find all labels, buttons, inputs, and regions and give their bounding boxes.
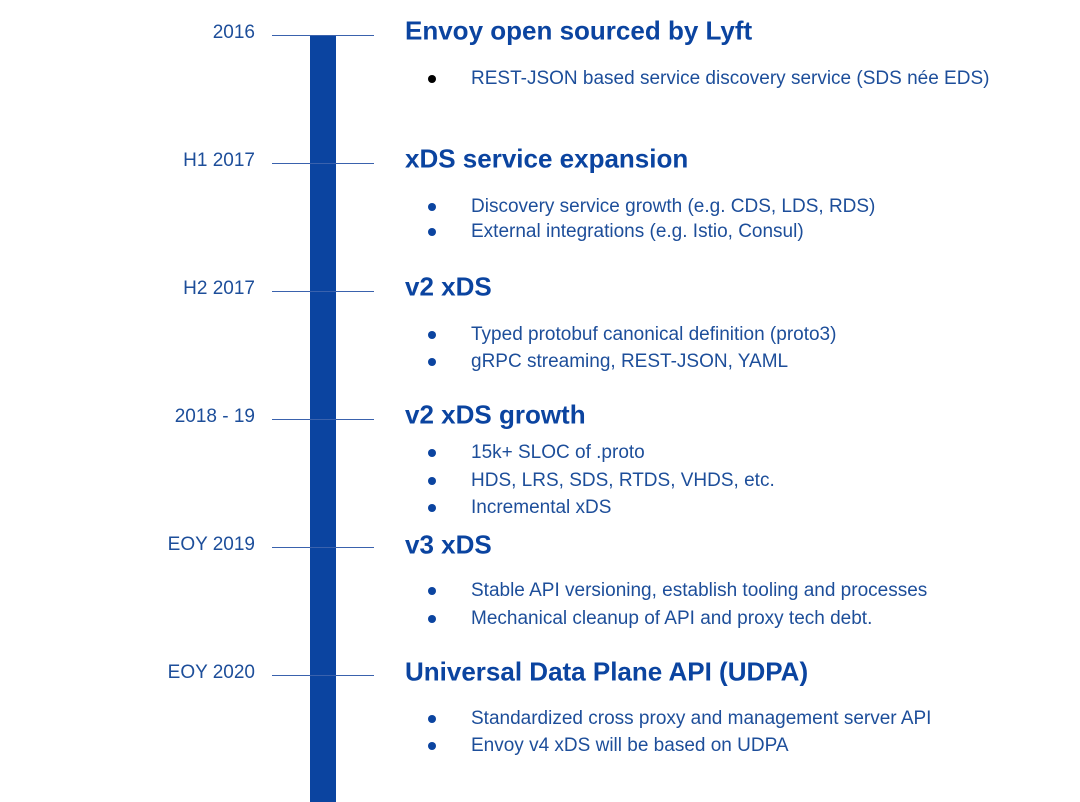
milestone-bullet-item: HDS, LRS, SDS, RTDS, VHDS, etc. — [428, 470, 775, 492]
milestone-bullet-item: Incremental xDS — [428, 497, 611, 519]
milestone-bullet-item: Standardized cross proxy and management … — [428, 708, 931, 730]
timeline-date: H2 2017 — [183, 278, 255, 299]
bullet-text: External integrations (e.g. Istio, Consu… — [471, 221, 804, 242]
milestone-bullet-item: Mechanical cleanup of API and proxy tech… — [428, 608, 872, 630]
bullet-icon — [428, 715, 436, 723]
milestone-bullet-item: REST-JSON based service discovery servic… — [428, 68, 989, 90]
bullet-icon — [428, 615, 436, 623]
bullet-text: Discovery service growth (e.g. CDS, LDS,… — [471, 196, 876, 217]
timeline-tick — [272, 291, 374, 292]
milestone-title: v3 xDS — [405, 529, 492, 560]
milestone-bullet-item: gRPC streaming, REST-JSON, YAML — [428, 351, 788, 373]
milestone-bullet-item: Typed protobuf canonical definition (pro… — [428, 324, 836, 346]
milestone-title: Envoy open sourced by Lyft — [405, 15, 753, 46]
bullet-text: Standardized cross proxy and management … — [471, 708, 932, 729]
bullet-icon — [428, 477, 436, 485]
bullet-text: gRPC streaming, REST-JSON, YAML — [471, 351, 789, 372]
timeline-date: 2016 — [212, 22, 255, 43]
timeline-tick — [272, 419, 374, 420]
milestone-bullet-item: Discovery service growth (e.g. CDS, LDS,… — [428, 196, 875, 218]
bullet-icon — [428, 358, 436, 366]
bullet-text: Typed protobuf canonical definition (pro… — [471, 324, 837, 345]
milestone-title: v2 xDS — [405, 271, 492, 302]
timeline-tick — [272, 163, 374, 164]
milestone-bullet-item: Stable API versioning, establish tooling… — [428, 580, 927, 602]
milestone-bullet-item: Envoy v4 xDS will be based on UDPA — [428, 735, 789, 757]
timeline-date: 2018 - 19 — [174, 406, 255, 427]
milestone-bullet-item: External integrations (e.g. Istio, Consu… — [428, 221, 804, 243]
milestone-title: v2 xDS growth — [405, 399, 586, 430]
bullet-text: HDS, LRS, SDS, RTDS, VHDS, etc. — [471, 470, 775, 491]
bullet-icon — [428, 75, 436, 83]
timeline-date: EOY 2019 — [167, 534, 255, 555]
bullet-text: Stable API versioning, establish tooling… — [471, 580, 928, 601]
bullet-icon — [428, 449, 436, 457]
timeline-bar — [310, 35, 336, 802]
bullet-text: Mechanical cleanup of API and proxy tech… — [471, 608, 873, 629]
bullet-text: REST-JSON based service discovery servic… — [471, 68, 990, 89]
bullet-icon — [428, 587, 436, 595]
bullet-icon — [428, 742, 436, 750]
timeline-date: H1 2017 — [183, 150, 255, 171]
milestone-title: Universal Data Plane API (UDPA) — [405, 656, 809, 687]
milestone-title: xDS service expansion — [405, 143, 689, 174]
timeline-date: EOY 2020 — [167, 662, 255, 683]
bullet-text: 15k+ SLOC of .proto — [471, 442, 645, 463]
timeline-tick — [272, 35, 374, 36]
bullet-text: Incremental xDS — [471, 497, 612, 518]
bullet-text: Envoy v4 xDS will be based on UDPA — [471, 735, 789, 756]
milestone-bullet-item: 15k+ SLOC of .proto — [428, 442, 645, 464]
bullet-icon — [428, 504, 436, 512]
timeline-tick — [272, 675, 374, 676]
timeline-tick — [272, 547, 374, 548]
bullet-icon — [428, 331, 436, 339]
bullet-icon — [428, 203, 436, 211]
bullet-icon — [428, 228, 436, 236]
